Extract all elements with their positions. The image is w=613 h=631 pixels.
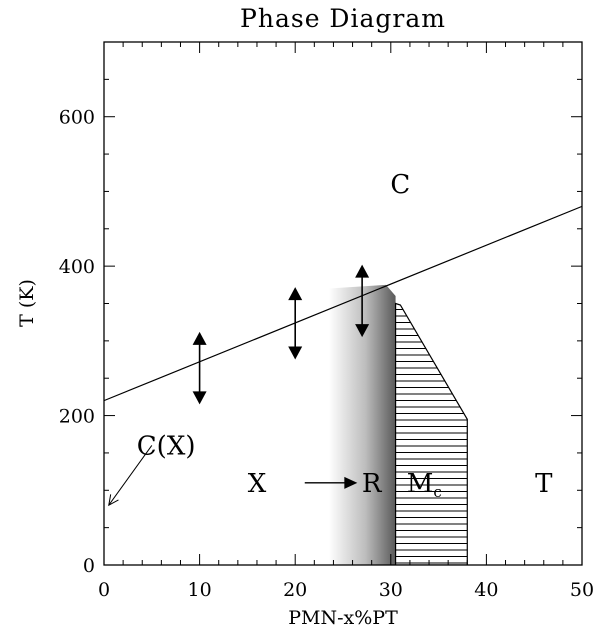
phase-label: C — [390, 170, 410, 200]
phase-boundary-line — [103, 205, 583, 402]
arrow-head-up — [288, 287, 303, 301]
x-to-r-arrow — [304, 476, 358, 489]
arrow-head-up — [355, 264, 370, 278]
x-tick-label: 20 — [283, 579, 307, 601]
rhombohedral-region — [328, 284, 396, 565]
x-tick-label: 40 — [474, 579, 498, 601]
cx-pointer-arrow — [108, 445, 153, 507]
mc-hatching — [395, 309, 468, 564]
x-axis-label: PMN-x%PT — [288, 607, 398, 629]
y-tick-label: 200 — [59, 406, 95, 428]
pointer-head — [108, 494, 119, 507]
phase-label: Mc — [407, 469, 442, 501]
phase-label: R — [362, 469, 383, 499]
arrow-head-up — [192, 331, 207, 345]
x-tick-label: 30 — [379, 579, 403, 601]
y-axis-label: T (K) — [16, 279, 38, 327]
x-tick-label: 0 — [98, 579, 110, 601]
chart-title: Phase Diagram — [240, 4, 446, 33]
y-tick-label: 400 — [59, 256, 95, 278]
phase-label: C(X) — [137, 431, 196, 461]
pointer-line — [108, 445, 153, 506]
double-arrow — [192, 331, 207, 405]
phase-label: T — [535, 469, 553, 499]
x-tick-label: 10 — [188, 579, 212, 601]
double-arrow — [288, 287, 303, 360]
arrow-head-down — [288, 346, 303, 360]
mc-region-outline — [394, 302, 468, 565]
arrow-head-down — [192, 391, 207, 405]
arrow-head-down — [355, 324, 370, 338]
phase-label: X — [248, 469, 267, 499]
y-tick-label: 0 — [83, 555, 95, 577]
double-arrow — [355, 264, 370, 338]
y-tick-label: 600 — [59, 107, 95, 129]
x-tick-label: 50 — [570, 579, 594, 601]
arrow-head-right — [344, 476, 358, 489]
